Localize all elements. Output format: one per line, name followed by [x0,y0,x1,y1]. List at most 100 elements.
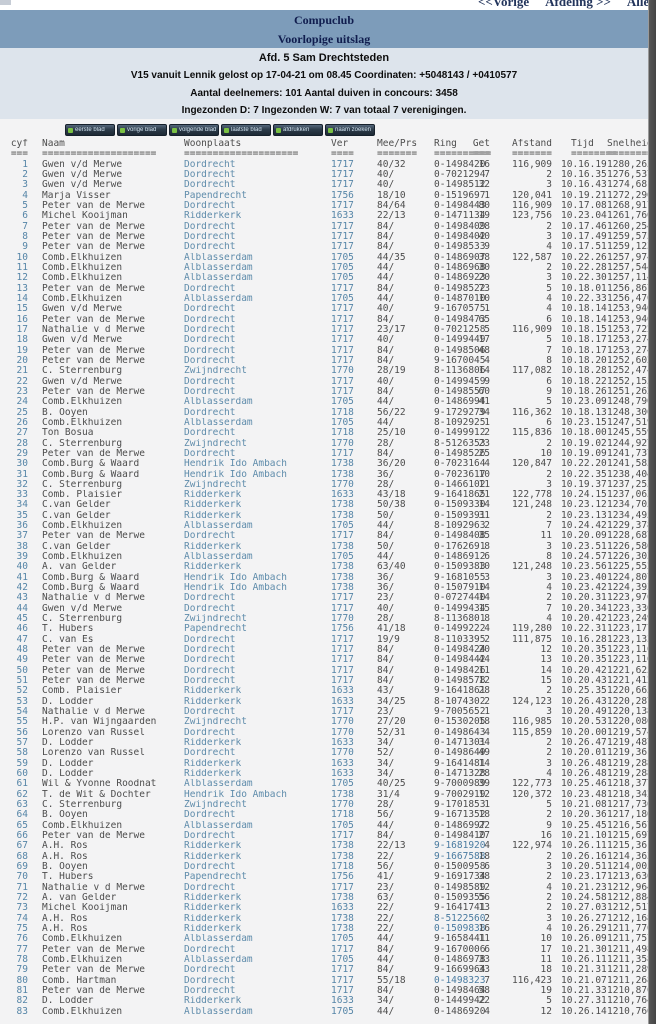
cell-mee: 18/10 [377,190,406,201]
cell-tijd: 10.26.43 [561,696,607,707]
cell-woon: Ridderkerk [184,851,242,862]
cell-afst: 2 [546,903,552,914]
cell-woon: Dordrecht [184,169,236,180]
cell-tijd: 10.20.43 [561,676,607,687]
cell-ring: 9-1669964 [434,965,486,976]
nav-link-2[interactable]: Alle Afdelingen [626,0,656,9]
laatste-blad-button[interactable]: laatste blad [221,124,271,136]
cell-ring: 0-1498443 [434,200,486,211]
cell-pos: 79 [16,965,28,976]
cell-woon: Ridderkerk [184,541,242,552]
cell-ver: 1705 [331,934,354,945]
cell-get: 39 [478,779,490,790]
cell-mee: 22/ [377,923,395,934]
naam-zoeken-button[interactable]: naam zoeken [325,124,375,136]
cell-mee: 84/64 [377,200,406,211]
cell-naam: Comb.Elkhuizen [42,397,123,408]
cell-afst: 3 [546,913,552,924]
cell-snel: 1214,005 [607,861,653,872]
cell-snel: 1211,757 [607,934,653,945]
table-row: 8 Peter van de Merwe Dordrecht 1717 84/0-149… [0,232,656,242]
submitted-info: Ingezonden D: 7 Ingezonden W: 7 van tota… [181,105,467,116]
cell-pos: 54 [16,707,28,718]
cell-snel: 1223,116 [607,645,653,656]
cell-afst: 3 [546,707,552,718]
volgende-blad-button[interactable]: volgende blad [169,124,219,136]
table-row: 83 Comb.Elkhuizen Alblasserdam 1705 44/0-148… [0,1007,656,1017]
nav-link-0[interactable]: <<Vorige [478,0,530,9]
cell-woon: Ridderkerk [184,923,242,934]
cell-mee: 50/38 [377,500,406,511]
cell-ver: 1717 [331,335,354,346]
cell-mee: 84/ [377,242,395,253]
cell-mee: 52/31 [377,727,406,738]
table-row: 53 D. Lodder Ridderkerk 1633 34/25 8-1074302 2… [0,697,656,707]
ring-link[interactable]: 0-1498323 [434,975,486,986]
cell-tijd: 10.24.42 [561,521,607,532]
result-type-title: Voorlopige uitslag [277,32,371,46]
afdrukken-button[interactable]: afdrukken [273,124,323,136]
cell-naam: Nathalie v d Merwe [42,707,145,718]
cell-afst: 8 [546,355,552,366]
cell-naam: A.H. Ros [42,923,88,934]
cell-ver: 1717 [331,324,354,335]
cell-afst: 6 [546,417,552,428]
cell-afst: 16 [540,830,552,841]
cell-woon: Dordrecht [184,944,236,955]
table-row: 38 C.van Gelder Ridderkerk 1738 50/0-1762691… [0,542,656,552]
ring-link[interactable]: 8-5122560 [434,913,486,924]
cell-ver: 1770 [331,366,354,377]
cell-snel: 1223,330 [607,603,653,614]
cell-snel: 1221,412 [607,676,653,687]
cell-naam: C. van Es [42,634,94,645]
ring-link[interactable]: 0-1509838 [434,923,486,934]
cell-get: 2 [484,521,490,532]
cell-get: 1 [484,800,490,810]
cell-ring: 0-1486920 [434,1006,486,1017]
cell-ver: 1717 [331,376,354,387]
cell-snel: 1252,474 [607,366,653,377]
cell-ver: 1738 [331,841,354,852]
scrollbar-strip[interactable] [648,0,656,1024]
cell-woon: Dordrecht [184,221,236,232]
cell-snel: 1223,970 [607,593,653,604]
cell-afst: 2 [546,738,552,749]
cell-get: 8 [484,541,490,552]
vorige-blad-button[interactable]: vorige blad [117,124,167,136]
cell-naam: Comb.Elkhuizen [42,521,123,532]
table-row: 59 D. Lodder Ridderkerk 1633 34/9-1641481 14 3… [0,759,656,769]
cell-naam: Gwen v/d Merwe [42,376,123,387]
table-row: 28 C. Sterrenburg Zwijndrecht 1770 28/8-5126… [0,439,656,449]
cell-mee: 28/ [377,800,395,810]
cell-pos: 66 [16,830,28,841]
window-corner-fragment [0,0,11,5]
cell-ring: 0-1471301 [434,738,486,749]
cell-mee: 34/ [377,738,395,749]
cell-tijd: 10.26.09 [561,934,607,945]
cell-pos: 18 [16,335,28,346]
cell-afst: 11 [540,531,552,542]
table-row: 4 Marja Visser Papendrecht 1756 18/10 0-15196… [0,191,656,201]
cell-get: 28 [478,221,490,232]
cell-pos: 44 [16,603,28,614]
ring-link[interactable]: 9-1681920 [434,841,486,852]
cell-snel: 1248,790 [607,397,653,408]
cell-snel: 1223,116 [607,655,653,666]
cell-get: 18 [478,717,490,728]
cell-pos: 49 [16,655,28,666]
top-nav-bar: <<Vorige Afdeling >> Alle Afdelingen [0,0,656,10]
cell-tijd: 10.26.14 [561,1006,607,1017]
cell-woon: Zwijndrecht [184,614,247,625]
cell-pos: 56 [16,727,28,738]
cell-ver: 1738 [331,851,354,862]
cell-woon: Dordrecht [184,448,236,459]
cell-woon: Alblasserdam [184,417,253,428]
cell-ver: 1705 [331,1006,354,1017]
cell-tijd: 10.23.13 [561,510,607,521]
eerste-blad-button[interactable]: eerste blad [65,124,115,136]
cell-ring: 9-1671352 [434,810,486,821]
cell-ring: 0-1498512 [434,180,486,191]
ring-link[interactable]: 9-1667588 [434,851,486,862]
nav-link-1[interactable]: Afdeling >> [545,0,611,9]
cell-afst: 17 [540,944,552,955]
